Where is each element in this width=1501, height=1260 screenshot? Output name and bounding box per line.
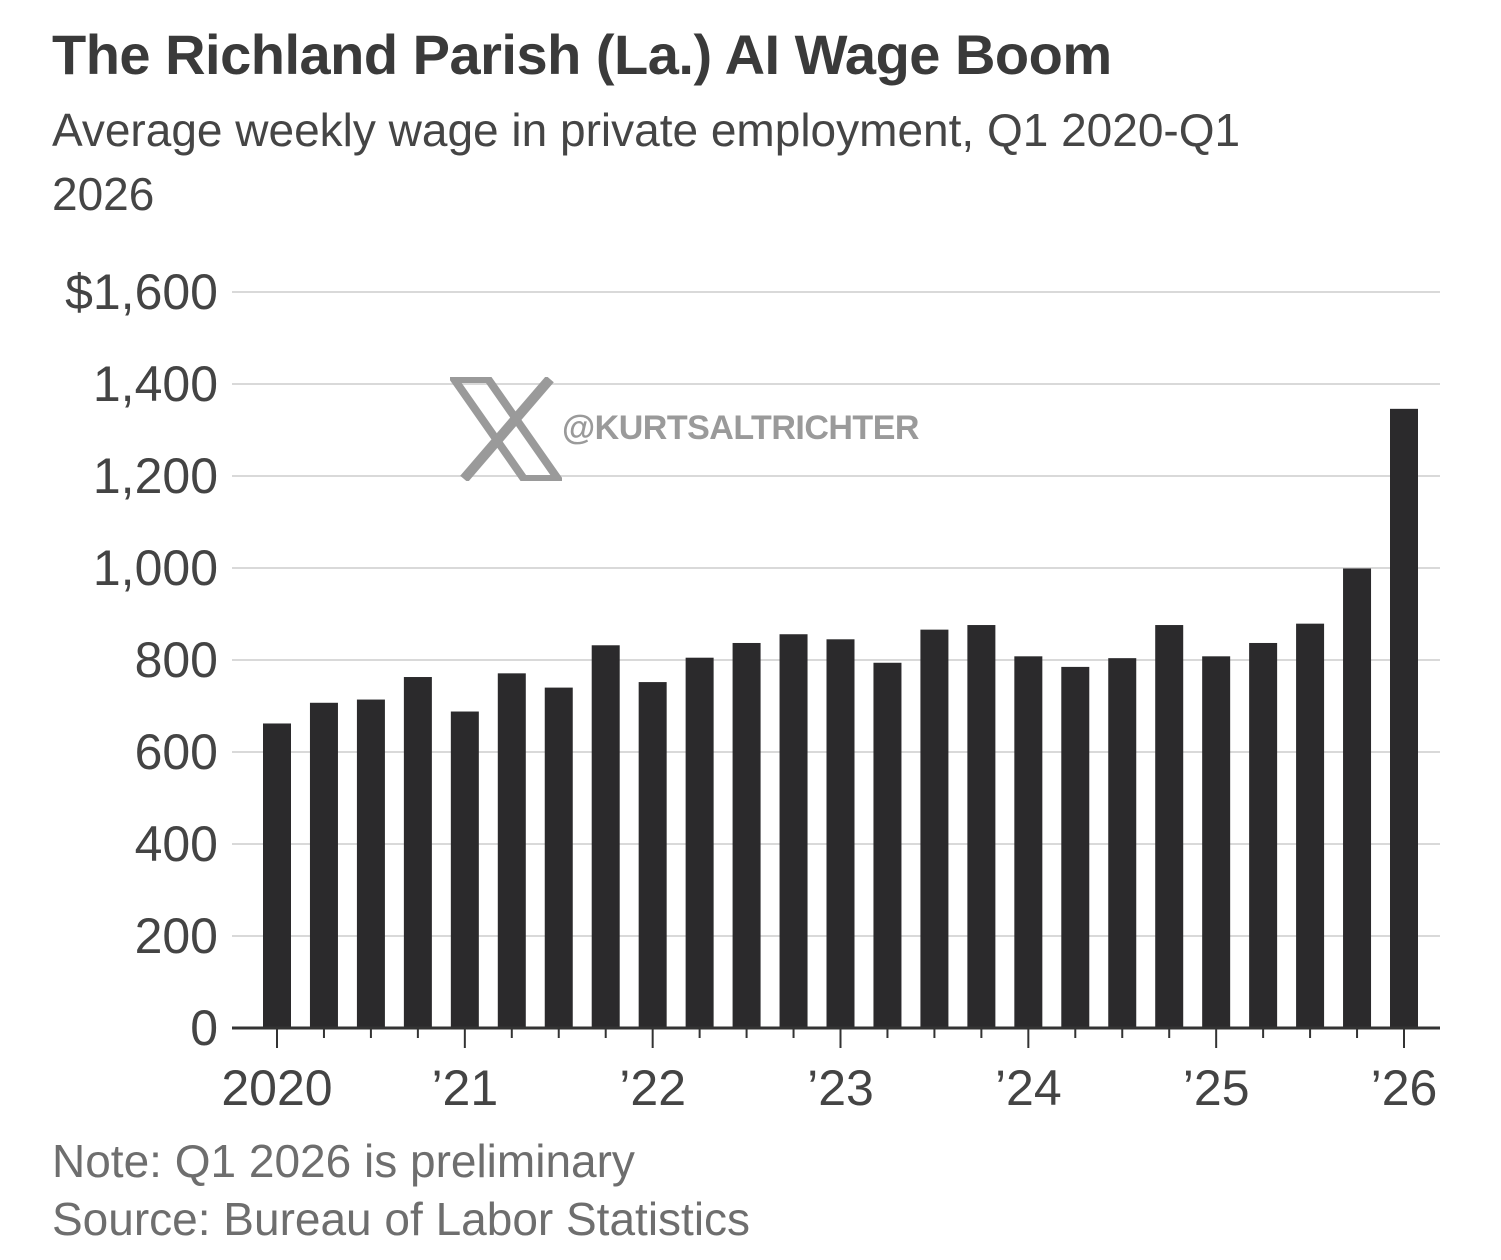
x-tick-label: ’23 [807, 1060, 874, 1116]
bar [1108, 658, 1137, 1028]
bar [1155, 625, 1184, 1028]
y-tick-label: 200 [135, 908, 218, 964]
bar [967, 625, 996, 1028]
bar [450, 711, 479, 1028]
bar-chart: 0 200 400 600 800 1,000 1,200 1,400 $1,600 2020 ’… [65, 264, 1440, 1116]
bars [263, 408, 1418, 1029]
x-tick-label: ’24 [995, 1060, 1062, 1116]
bar [356, 699, 385, 1028]
bar [826, 639, 855, 1028]
x-tick-label: ’21 [431, 1060, 498, 1116]
x-axis [232, 1026, 1440, 1048]
x-tick-label: ’26 [1371, 1060, 1438, 1116]
bar [779, 634, 808, 1028]
bar [497, 673, 526, 1028]
x-tick-label: ’22 [619, 1060, 686, 1116]
bar [1390, 408, 1418, 1029]
bar [263, 723, 291, 1028]
bar [1061, 666, 1090, 1028]
x-tick-labels: 2020 ’21 ’22 ’23 ’24 ’25 ’26 [221, 1060, 1437, 1116]
y-tick-label: 1,200 [93, 448, 218, 504]
chart-subtitle: Average weekly wage in private employmen… [52, 104, 1241, 220]
y-tick-label: 1,000 [93, 540, 218, 596]
x-tick-label: 2020 [221, 1060, 332, 1116]
bar [591, 645, 620, 1028]
y-tick-label: $1,600 [65, 264, 218, 320]
bar [685, 657, 714, 1028]
bar [873, 662, 902, 1028]
bar [638, 682, 667, 1028]
chart-note: Note: Q1 2026 is preliminary [52, 1135, 635, 1187]
bar [732, 642, 761, 1028]
bar [403, 677, 432, 1028]
y-tick-label: 400 [135, 816, 218, 872]
bar [309, 702, 338, 1028]
y-tick-labels: 0 200 400 600 800 1,000 1,200 1,400 $1,600 [65, 264, 218, 1056]
chart-source: Source: Bureau of Labor Statistics [52, 1193, 751, 1245]
y-tick-label: 800 [135, 632, 218, 688]
watermark-handle: @KURTSALTRICHTER [562, 409, 919, 447]
x-logo-icon [450, 377, 562, 481]
watermark: @KURTSALTRICHTER [450, 377, 919, 487]
bar [544, 687, 573, 1028]
bar [1202, 656, 1231, 1028]
bar [920, 629, 949, 1028]
bar [1249, 642, 1278, 1028]
bar [1343, 568, 1372, 1028]
y-tick-label: 0 [190, 1000, 218, 1056]
y-tick-label: 600 [135, 724, 218, 780]
bar [1014, 656, 1043, 1028]
chart-title: The Richland Parish (La.) AI Wage Boom [52, 23, 1112, 86]
y-tick-label: 1,400 [93, 356, 218, 412]
x-tick-label: ’25 [1183, 1060, 1250, 1116]
bar [1296, 623, 1325, 1028]
